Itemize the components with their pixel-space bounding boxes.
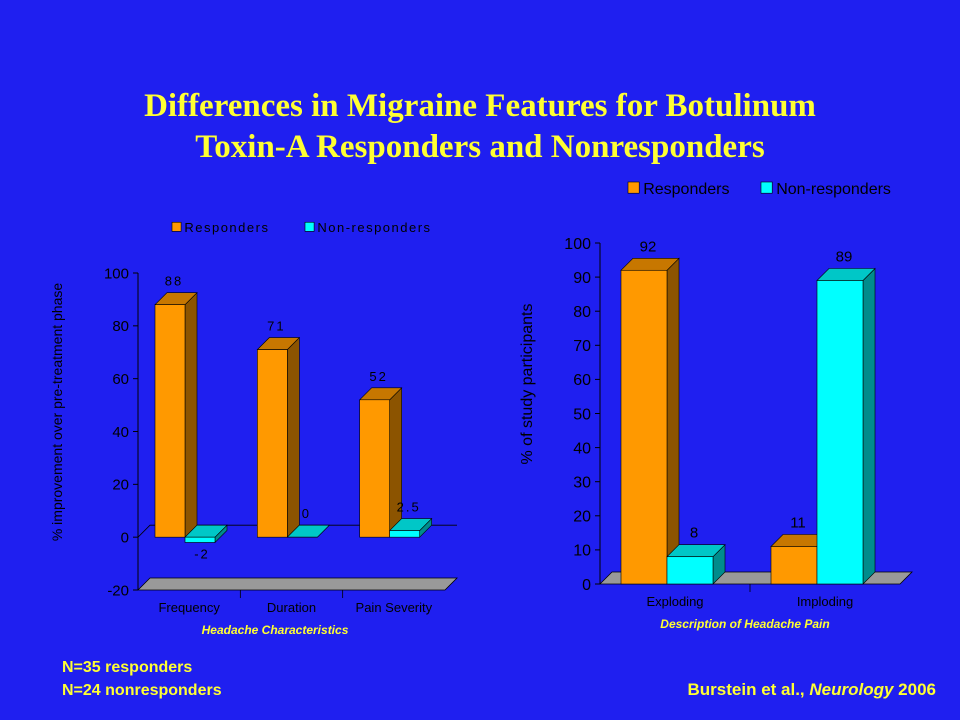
chart1-legend-swatch-non-responders	[304, 221, 315, 232]
chart1-bar-pain-severity-non-responders	[389, 530, 420, 538]
chart1-data-label: 71	[267, 319, 285, 334]
chart2-x-tick-label: Imploding	[797, 594, 853, 609]
chart1-y-tick-label: 0	[121, 530, 129, 547]
chart2-y-axis-title: % of study participants	[519, 304, 536, 465]
chart1-y-tick-label: 80	[112, 318, 129, 335]
citation-year: 2006	[893, 680, 936, 699]
chart2-x-axis-title: Description of Headache Pain	[660, 617, 829, 631]
chart1-legend-label: Responders	[184, 220, 269, 235]
chart1-x-axis-title: Headache Characteristics	[202, 623, 349, 637]
chart1-legend-label: Non-responders	[317, 220, 431, 235]
chart1-y-tick-label: -20	[107, 582, 129, 599]
chart1-zero-line	[137, 524, 457, 538]
chart2-legend-swatch-non-responders	[760, 181, 773, 194]
slide-title-line-2: Toxin-A Responders and Nonresponders	[195, 129, 765, 165]
chart1-data-label: 2.5	[397, 500, 421, 515]
chart2-data-label: 89	[836, 249, 853, 266]
chart2-y-tick-label: 100	[564, 236, 591, 253]
chart2-bar-imploding-responders	[770, 546, 818, 585]
chart2-legend-label: Responders	[643, 181, 729, 198]
chart1-bar-pain-severity-responders-side	[389, 387, 402, 538]
chart2-y-tick-label: 80	[573, 304, 591, 321]
citation: Burstein et al., Neurology 2006	[688, 680, 936, 700]
chart2-y-tick-label: 10	[573, 543, 591, 560]
chart2-y-tick-label: 0	[582, 577, 591, 594]
chart1-x-tick-label: Frequency	[158, 600, 220, 615]
chart1-bar-pain-severity-responders	[359, 399, 390, 538]
chart1-data-label: 0	[302, 506, 311, 521]
chart1-bar-frequency-non-responders	[184, 536, 216, 543]
chart2-y-tick-label: 70	[573, 338, 591, 355]
chart2-data-label: 8	[690, 525, 698, 542]
chart1-bar-frequency-responders-side	[184, 291, 198, 538]
chart2-bar-imploding-non-responders	[816, 280, 864, 585]
chart2-legend-swatch-responders	[627, 181, 640, 194]
citation-authors: Burstein et al.,	[687, 680, 810, 699]
chart2-y-tick-label: 30	[573, 474, 591, 491]
chart2-x-tick-label: Exploding	[646, 594, 703, 609]
chart2-y-tick-label: 20	[573, 509, 591, 526]
chart2-data-label: 92	[640, 238, 657, 255]
chart1-x-tick-label: Pain Severity	[356, 600, 433, 615]
chart1-bar-frequency-responders	[154, 304, 186, 538]
chart2-data-label: 11	[790, 514, 806, 531]
chart2-bar-exploding-responders-side	[666, 257, 680, 585]
chart2-y-tick-label: 40	[573, 440, 591, 457]
nonresponders-count-note: N=24 nonresponders	[62, 682, 222, 699]
chart2-y-tick-label: 50	[573, 406, 591, 423]
slide-title-line-1: Differences in Migraine Features for Bot…	[144, 88, 816, 124]
chart2-y-tick-label: 90	[573, 270, 591, 287]
chart2-bar-exploding-responders	[620, 269, 668, 585]
chart2-bar-imploding-non-responders-side	[862, 267, 876, 585]
chart1-legend-swatch-responders	[171, 221, 182, 232]
chart1-data-label: 52	[369, 369, 387, 384]
responders-count-note: N=35 responders	[62, 659, 193, 676]
chart2-bar-exploding-non-responders	[666, 556, 714, 585]
chart1-bar-duration-responders	[257, 349, 288, 538]
chart1-floor	[137, 577, 458, 591]
chart1-x-tick-label: Duration	[267, 600, 316, 615]
chart1-y-tick-label: 40	[112, 424, 129, 441]
chart1-y-tick-label: 20	[112, 477, 129, 494]
chart1-data-label: -2	[194, 546, 210, 561]
chart2-legend-label: Non-responders	[776, 181, 891, 198]
chart1-y-axis-title: % improvement over pre-treatment phase	[49, 283, 65, 542]
chart1-bar-duration-responders-side	[287, 336, 300, 538]
chart2-y-tick-label: 60	[573, 372, 591, 389]
chart1-y-tick-label: 60	[112, 371, 129, 388]
chart1-y-tick-label: 100	[104, 265, 129, 282]
citation-journal: Neurology	[809, 680, 894, 699]
chart1-data-label: 88	[165, 274, 183, 289]
